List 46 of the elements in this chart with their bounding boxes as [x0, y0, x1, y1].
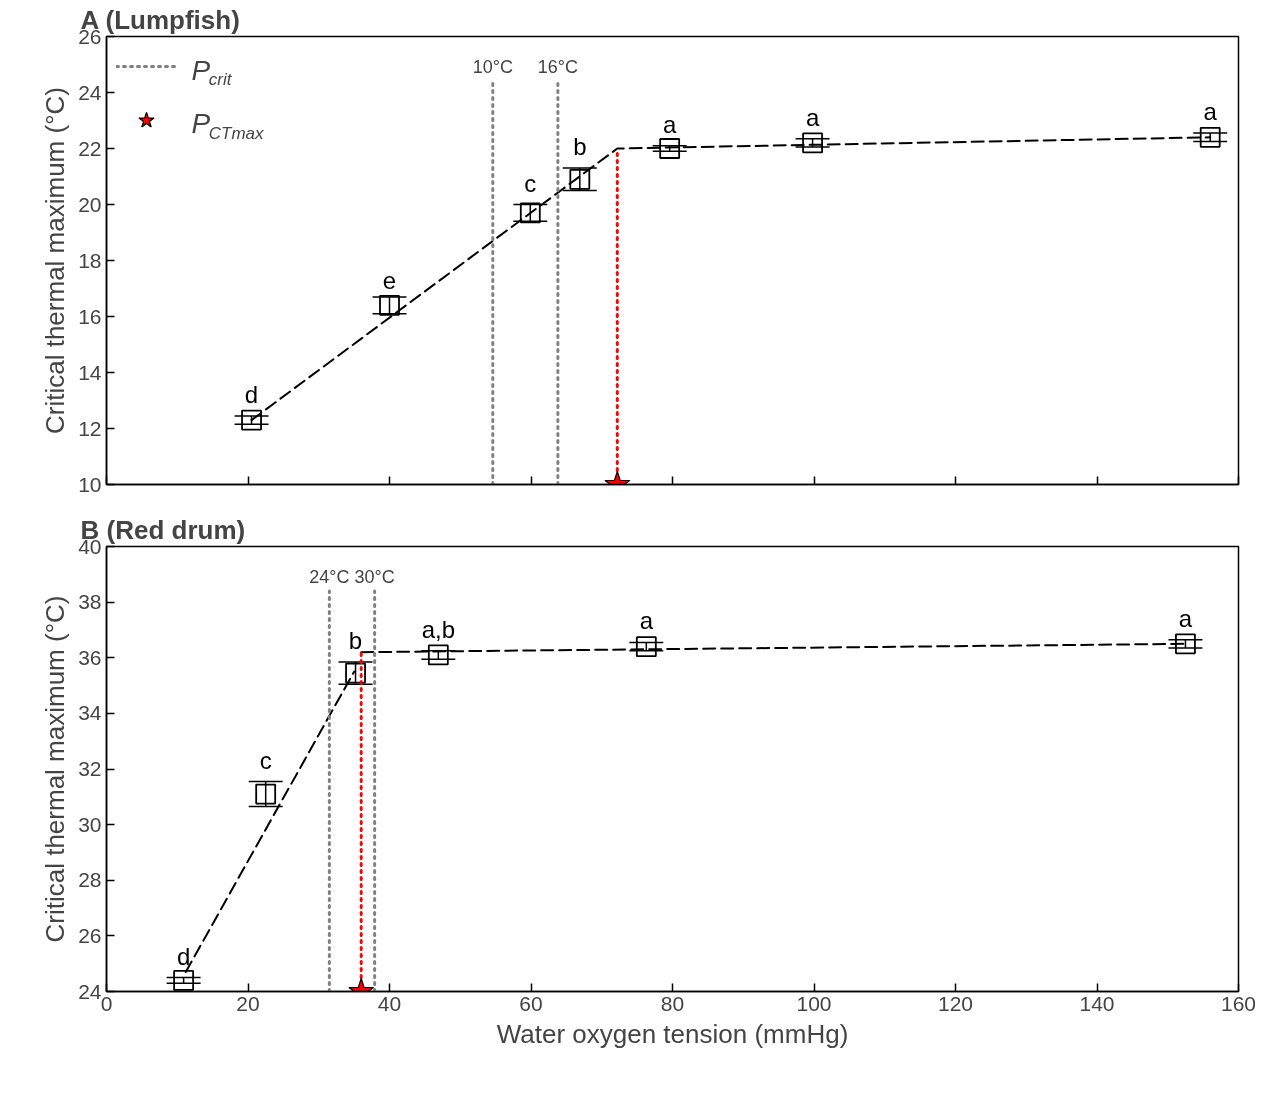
point	[255, 783, 277, 805]
data-label: a	[639, 607, 654, 635]
y-tick-label: 28	[78, 868, 102, 892]
y-tick-label: 30	[78, 812, 102, 836]
y-tick-label: 10	[78, 472, 102, 496]
y-tick-label: 34	[78, 701, 102, 725]
y-tick-label: 24	[78, 979, 102, 1003]
data-label: b	[573, 133, 587, 161]
y-tick-label: 12	[78, 416, 102, 440]
data-label: a	[1203, 98, 1218, 126]
data-label: a	[805, 103, 820, 131]
data-label: a	[663, 110, 677, 138]
data-label: b	[348, 626, 363, 654]
x-tick-label: 20	[236, 991, 260, 1015]
x-tick-label: 40	[377, 991, 402, 1015]
x-tick-label: 120	[937, 991, 974, 1015]
data-label: c	[259, 746, 272, 774]
y-tick-label: 18	[78, 248, 102, 272]
data-label: c	[524, 169, 537, 197]
x-tick-label: 100	[796, 991, 832, 1015]
x-tick-label: 160	[1220, 991, 1257, 1015]
y-tick-label: 38	[78, 590, 102, 614]
data-label: e	[382, 266, 397, 294]
x-tick-label: 80	[660, 991, 685, 1015]
x-tick-label: 140	[1079, 991, 1115, 1015]
data-label: a,b	[421, 615, 456, 643]
x-tick-label: 0	[100, 991, 113, 1015]
y-tick-label: 14	[78, 360, 102, 384]
annotation: 24°C	[309, 567, 350, 587]
data-label: d	[244, 380, 259, 408]
annotation: 30°C	[354, 567, 395, 587]
y-tick-label: 22	[78, 136, 102, 160]
y-tick-label: 26	[78, 923, 102, 947]
x-axis-title: Water oxygen tension (mmHg)	[496, 1018, 849, 1049]
annotation: 10°C	[472, 57, 513, 78]
y-tick-label: 36	[78, 645, 102, 669]
x-tick-label: 60	[519, 991, 543, 1015]
y-tick-label: 16	[78, 304, 102, 328]
data-label: a	[1178, 604, 1193, 632]
y-tick-label: 24	[78, 80, 102, 104]
y-tick-label: 32	[78, 757, 102, 780]
y-axis-title: Critical thermal maximum (°C)	[40, 595, 71, 943]
y-axis-title: Critical thermal maximum (°C)	[40, 87, 71, 434]
y-tick-label: 20	[78, 192, 102, 216]
annotation: 16°C	[537, 57, 578, 78]
data-label: d	[176, 942, 191, 970]
